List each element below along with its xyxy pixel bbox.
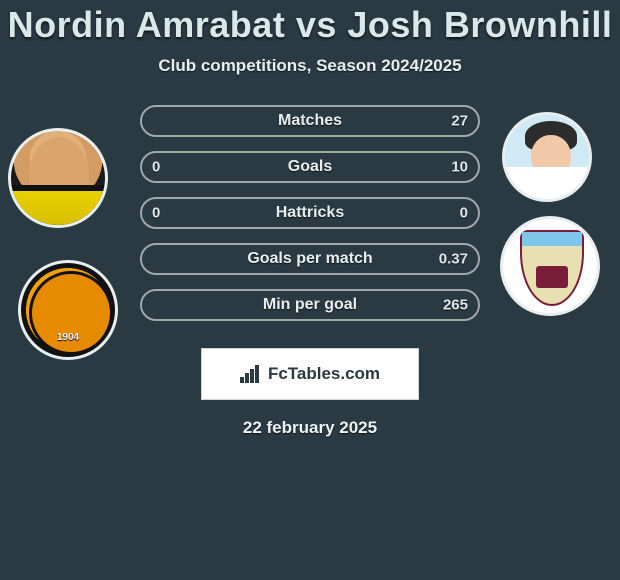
stat-pill-gpm: Goals per match 0.37 xyxy=(140,243,480,275)
subtitle: Club competitions, Season 2024/2025 xyxy=(0,56,620,76)
stat-right: 10 xyxy=(451,159,468,176)
page-title: Nordin Amrabat vs Josh Brownhill xyxy=(0,4,620,46)
stat-row: Min per goal 265 xyxy=(0,282,620,328)
stat-label: Goals xyxy=(288,158,332,176)
stat-label: Hattricks xyxy=(276,204,344,222)
stat-pill-matches: Matches 27 xyxy=(140,105,480,137)
logo-text: FcTables.com xyxy=(268,364,380,384)
stat-pill-mpg: Min per goal 265 xyxy=(140,289,480,321)
stat-pill-goals: 0 Goals 10 xyxy=(140,151,480,183)
stat-left: 0 xyxy=(152,159,160,176)
stat-right: 265 xyxy=(443,297,468,314)
stat-right: 0 xyxy=(460,205,468,222)
club1-year: 1904 xyxy=(21,332,115,343)
date-text: 22 february 2025 xyxy=(0,418,620,438)
stat-label: Matches xyxy=(278,112,342,130)
stat-row: 0 Hattricks 0 xyxy=(0,190,620,236)
stat-right: 0.37 xyxy=(439,251,468,268)
stat-left: 0 xyxy=(152,205,160,222)
stat-label: Min per goal xyxy=(263,296,357,314)
stat-right: 27 xyxy=(451,113,468,130)
source-logo: FcTables.com xyxy=(201,348,419,400)
bars-icon xyxy=(240,365,262,383)
stat-row: 0 Goals 10 xyxy=(0,144,620,190)
stat-label: Goals per match xyxy=(247,250,372,268)
stat-pill-hattricks: 0 Hattricks 0 xyxy=(140,197,480,229)
stat-row: Matches 27 xyxy=(0,98,620,144)
stat-row: Goals per match 0.37 xyxy=(0,236,620,282)
